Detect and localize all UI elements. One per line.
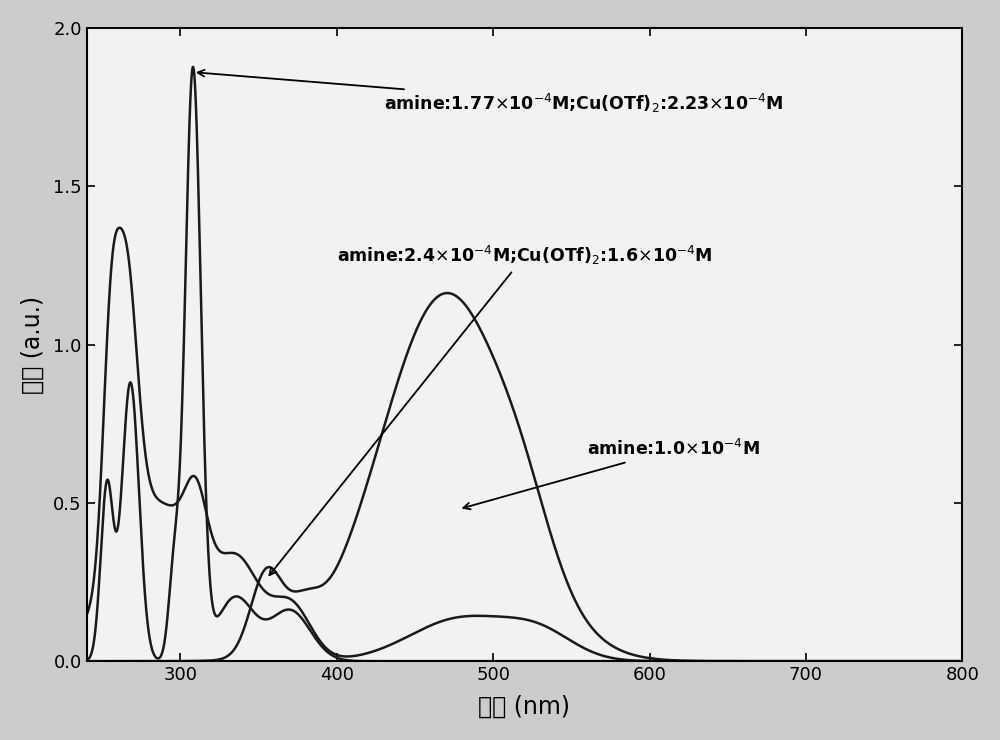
Text: amine:1.77$\times$10$^{-4}$M;Cu(OTf)$_2$:2.23$\times$10$^{-4}$M: amine:1.77$\times$10$^{-4}$M;Cu(OTf)$_2$…: [198, 70, 783, 115]
X-axis label: 波长 (nm): 波长 (nm): [478, 695, 570, 719]
Text: amine:1.0$\times$10$^{-4}$M: amine:1.0$\times$10$^{-4}$M: [463, 439, 760, 509]
Text: amine:2.4$\times$10$^{-4}$M;Cu(OTf)$_2$:1.6$\times$10$^{-4}$M: amine:2.4$\times$10$^{-4}$M;Cu(OTf)$_2$:…: [269, 244, 712, 575]
Y-axis label: 强度 (a.u.): 强度 (a.u.): [21, 295, 45, 394]
